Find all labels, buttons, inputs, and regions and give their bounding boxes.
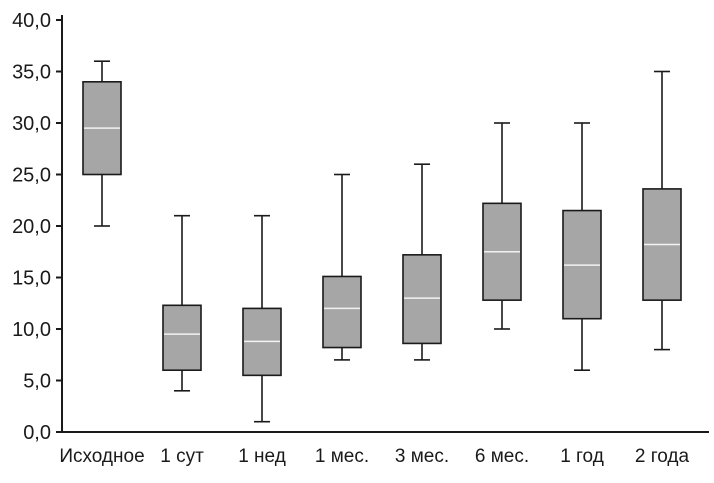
x-category-label: 1 нед: [238, 446, 286, 467]
iqr-box: [402, 254, 442, 345]
x-category-label: 1 сут: [160, 446, 204, 467]
y-tick-label: 40,0: [12, 10, 51, 32]
y-tick-label: 0,0: [23, 422, 51, 444]
x-category-label: 2 года: [635, 446, 690, 467]
y-tick-label: 10,0: [12, 319, 51, 341]
iqr-box: [322, 275, 362, 349]
x-category-label: 1 мес.: [315, 446, 369, 467]
y-tick-label: 5,0: [23, 371, 51, 393]
iqr-box: [162, 304, 202, 371]
y-tick-label: 15,0: [12, 268, 51, 290]
y-tick-label: 30,0: [12, 113, 51, 135]
x-category-label: 6 мес.: [475, 446, 529, 467]
x-category-label: 1 год: [560, 446, 604, 467]
y-tick-label: 20,0: [12, 216, 51, 238]
x-category-label: Исходное: [59, 446, 144, 467]
y-tick-label: 25,0: [12, 165, 51, 187]
y-tick-label: 35,0: [12, 62, 51, 84]
x-category-label: 3 мес.: [395, 446, 449, 467]
